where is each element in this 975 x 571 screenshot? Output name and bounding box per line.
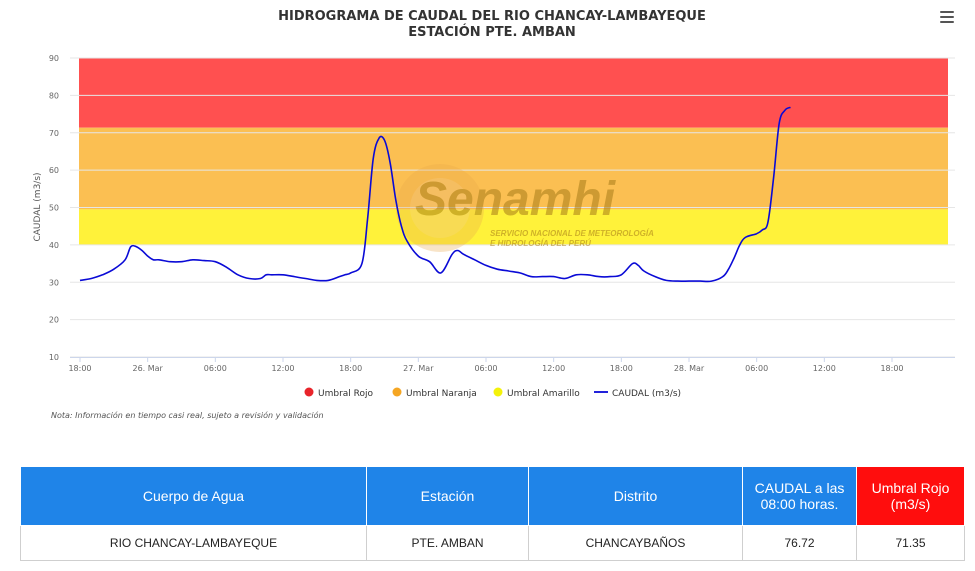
x-tick-label: 18:00 [339,364,362,373]
legend-dot-icon [493,387,503,397]
x-tick-label: 28. Mar [674,364,705,373]
x-tick-label: 12:00 [271,364,294,373]
legend-item[interactable]: Umbral Rojo [304,387,374,400]
axes: 10 20 30 40 50 60 70 80 90 18:00 26. Mar 06:00 12:00… [49,54,955,373]
header-caudal: CAUDAL a las 08:00 horas. [742,466,857,526]
legend-label: Umbral Rojo [318,389,374,399]
watermark-line1: SERVICIO NACIONAL DE METEOROLOGÍA [490,229,654,238]
x-tick-label: 06:00 [474,364,497,373]
series-layer [79,106,791,283]
chart-title: HIDROGRAMA DE CAUDAL DEL RIO CHANCAY-LAM… [278,9,706,24]
y-tick-label: 40 [49,241,59,250]
header-estacion: Estación [366,466,529,526]
cell-caudal: 76.72 [742,525,857,561]
station-table: Cuerpo de Agua Estación Distrito CAUDAL … [20,466,965,561]
legend-label: CAUDAL (m3/s) [612,389,681,399]
header-cuerpo-de-agua: Cuerpo de Agua [20,466,367,526]
legend-item[interactable]: Umbral Naranja [392,387,477,400]
y-tick-label: 10 [49,353,59,362]
legend-label: Umbral Amarillo [507,389,580,399]
x-tick-label: 06:00 [745,364,768,373]
legend-dot-icon [304,387,314,397]
senamhi-watermark: Senamhi SERVICIO NACIONAL DE METEOROLOGÍ… [396,164,654,252]
x-tick-label: 18:00 [610,364,633,373]
table-header-row: Cuerpo de Agua Estación Distrito CAUDAL … [20,466,965,526]
band-umbral-naranja [79,127,948,210]
x-tick-label: 18:00 [68,364,91,373]
chart-subtitle: ESTACIÓN PTE. AMBAN [408,24,576,40]
legend-dot-icon [392,387,402,397]
y-tick-label: 30 [49,278,59,287]
x-tick-label: 27. Mar [403,364,434,373]
hamburger-menu-icon[interactable] [936,8,958,28]
cell-distrito: CHANCAYBAÑOS [528,525,743,561]
y-tick-label: 60 [49,166,59,175]
y-tick-label: 80 [49,91,59,100]
y-axis-title: CAUDAL (m3/s) [33,172,43,241]
legend-item[interactable]: Umbral Amarillo [493,387,581,400]
header-distrito: Distrito [528,466,743,526]
y-tick-label: 70 [49,129,59,138]
y-tick-label: 50 [49,204,59,213]
band-umbral-amarillo [79,209,948,245]
sun-logo-icon [396,164,484,252]
x-tick-label: 26. Mar [132,364,163,373]
threshold-bands [79,58,948,245]
band-umbral-rojo [79,58,948,128]
legend-label: Umbral Naranja [406,389,477,399]
series-line-caudal [79,106,791,283]
cell-cuerpo-de-agua: RIO CHANCAY-LAMBAYEQUE [20,525,367,561]
x-tick-label: 12:00 [813,364,836,373]
watermark-name: Senamhi [415,173,617,226]
cell-estacion: PTE. AMBAN [366,525,529,561]
cell-umbral-rojo: 71.35 [856,525,965,561]
header-umbral-rojo: Umbral Rojo (m3/s) [856,466,965,526]
x-tick-label: 18:00 [880,364,903,373]
hydrograph-chart: Senamhi SERVICIO NACIONAL DE METEOROLOGÍ… [33,9,955,420]
legend: Umbral Rojo Umbral Naranja Umbral Amarillo… [304,387,681,400]
legend-item[interactable]: CAUDAL (m3/s) [594,389,681,399]
footnote: Nota: Información en tiempo casi real, s… [51,410,324,420]
y-tick-label: 90 [49,54,59,63]
x-tick-label: 06:00 [204,364,227,373]
watermark-line2: E HIDROLOGÍA DEL PERÚ [490,239,591,248]
x-tick-label: 12:00 [542,364,565,373]
table-row: RIO CHANCAY-LAMBAYEQUE PTE. AMBAN CHANCA… [20,525,965,561]
y-tick-label: 20 [49,316,59,325]
